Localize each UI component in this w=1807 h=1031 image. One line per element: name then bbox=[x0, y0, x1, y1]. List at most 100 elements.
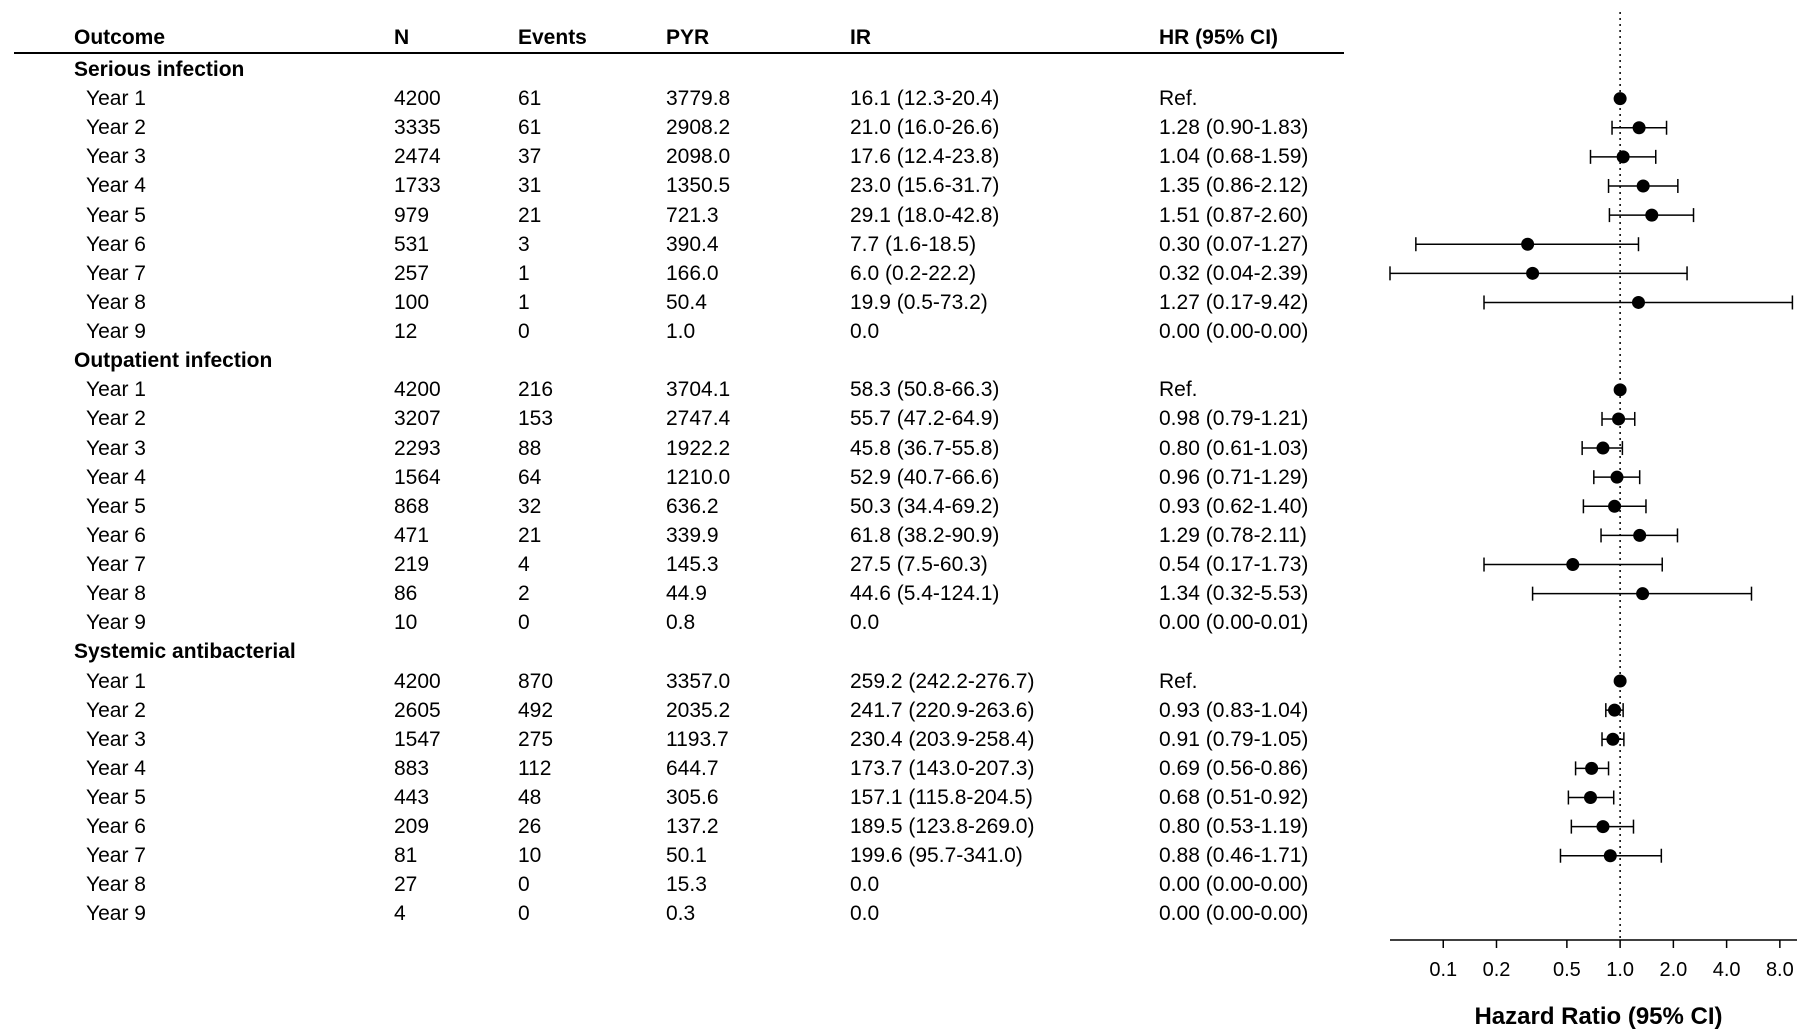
cell-pyr: 145.3 bbox=[666, 553, 719, 577]
cell-hr: 0.93 (0.83-1.04) bbox=[1159, 698, 1309, 722]
cell-pyr: 0.8 bbox=[666, 611, 696, 635]
cell-ir: 23.0 (15.6-31.7) bbox=[850, 174, 1000, 198]
section-header-row: Serious infection bbox=[0, 55, 1345, 84]
cell-events: 88 bbox=[518, 436, 542, 460]
cell-events: 0 bbox=[518, 902, 530, 926]
table-row: Year 7 257 1 166.0 6.0 (0.2-22.2) 0.32 (0.04-… bbox=[0, 259, 1345, 288]
cell-pyr: 1922.2 bbox=[666, 436, 731, 460]
table-row: Year 5 868 32 636.2 50.3 (34.4-69.2) 0.93 (0.… bbox=[0, 492, 1345, 521]
cell-n: 219 bbox=[394, 553, 430, 577]
column-header-outcome: Outcome bbox=[74, 26, 166, 49]
cell-pyr: 2747.4 bbox=[666, 407, 731, 431]
cell-ir: 173.7 (143.0-207.3) bbox=[850, 756, 1035, 780]
cell-events: 3 bbox=[518, 232, 530, 256]
cell-events: 26 bbox=[518, 815, 542, 839]
table-row: Year 8 27 0 15.3 0.0 0.00 (0.00-0.00) bbox=[0, 870, 1345, 899]
cell-events: 37 bbox=[518, 145, 542, 169]
row-label: Year 3 bbox=[86, 145, 146, 169]
hr-point bbox=[1636, 179, 1650, 193]
section-header-row: Systemic antibacterial bbox=[0, 637, 1345, 666]
table-row: Year 1 4200 216 3704.1 58.3 (50.8-66.3) Ref. bbox=[0, 375, 1345, 404]
row-label: Year 6 bbox=[86, 815, 146, 839]
cell-ir: 6.0 (0.2-22.2) bbox=[850, 261, 977, 285]
table-row: Year 3 1547 275 1193.7 230.4 (203.9-258.4) 0.… bbox=[0, 725, 1345, 754]
hr-point bbox=[1610, 470, 1624, 484]
cell-hr: 0.00 (0.00-0.00) bbox=[1159, 873, 1309, 897]
row-label: Year 5 bbox=[86, 203, 146, 227]
cell-pyr: 44.9 bbox=[666, 582, 707, 606]
row-label: Year 9 bbox=[86, 611, 146, 635]
cell-n: 86 bbox=[394, 582, 418, 606]
row-label: Year 9 bbox=[86, 320, 146, 344]
table-row: Year 6 531 3 390.4 7.7 (1.6-18.5) 0.30 (0.07-… bbox=[0, 230, 1345, 259]
cell-hr: 0.80 (0.61-1.03) bbox=[1159, 436, 1309, 460]
table-row: Year 1 4200 870 3357.0 259.2 (242.2-276.7) Re… bbox=[0, 667, 1345, 696]
cell-hr: 0.88 (0.46-1.71) bbox=[1159, 844, 1309, 868]
cell-ir: 259.2 (242.2-276.7) bbox=[850, 669, 1035, 693]
cell-ir: 27.5 (7.5-60.3) bbox=[850, 553, 988, 577]
cell-hr: 1.28 (0.90-1.83) bbox=[1159, 116, 1309, 140]
table-row: Year 4 1564 64 1210.0 52.9 (40.7-66.6) 0.96 (… bbox=[0, 463, 1345, 492]
row-label: Year 5 bbox=[86, 786, 146, 809]
hr-point bbox=[1608, 703, 1622, 717]
cell-events: 0 bbox=[518, 873, 530, 897]
cell-pyr: 636.2 bbox=[666, 494, 719, 518]
hr-point bbox=[1613, 383, 1627, 397]
cell-events: 1 bbox=[518, 261, 530, 285]
cell-events: 48 bbox=[518, 786, 542, 809]
row-label: Year 7 bbox=[86, 261, 146, 285]
hr-point bbox=[1521, 237, 1535, 251]
table-row: Year 6 209 26 137.2 189.5 (123.8-269.0) 0.80 … bbox=[0, 812, 1345, 841]
cell-pyr: 3779.8 bbox=[666, 87, 731, 111]
hr-point bbox=[1612, 412, 1626, 426]
cell-pyr: 305.6 bbox=[666, 786, 719, 809]
hr-point bbox=[1603, 849, 1617, 863]
row-label: Year 4 bbox=[86, 174, 146, 198]
cell-ir: 0.0 bbox=[850, 873, 880, 897]
cell-events: 32 bbox=[518, 494, 542, 518]
cell-hr: 1.04 (0.68-1.59) bbox=[1159, 145, 1309, 169]
hr-point bbox=[1596, 820, 1610, 834]
cell-ir: 0.0 bbox=[850, 611, 880, 635]
cell-pyr: 50.1 bbox=[666, 844, 707, 868]
hr-point bbox=[1645, 208, 1659, 222]
table-row: Year 3 2474 37 2098.0 17.6 (12.4-23.8) 1.04 (… bbox=[0, 142, 1345, 171]
cell-ir: 29.1 (18.0-42.8) bbox=[850, 203, 1000, 227]
cell-ir: 45.8 (36.7-55.8) bbox=[850, 436, 1000, 460]
hr-point bbox=[1636, 587, 1650, 601]
cell-events: 4 bbox=[518, 553, 530, 577]
section-title: Outpatient infection bbox=[74, 349, 273, 373]
cell-n: 209 bbox=[394, 815, 430, 839]
cell-pyr: 0.3 bbox=[666, 902, 696, 926]
cell-ir: 44.6 (5.4-124.1) bbox=[850, 582, 1000, 606]
cell-hr: 0.54 (0.17-1.73) bbox=[1159, 553, 1309, 577]
section-title: Systemic antibacterial bbox=[74, 640, 296, 664]
cell-pyr: 339.9 bbox=[666, 523, 719, 547]
cell-events: 21 bbox=[518, 203, 542, 227]
hr-point bbox=[1526, 266, 1540, 280]
cell-ir: 21.0 (16.0-26.6) bbox=[850, 116, 1000, 140]
cell-pyr: 390.4 bbox=[666, 232, 719, 256]
cell-events: 870 bbox=[518, 669, 554, 693]
cell-n: 1733 bbox=[394, 174, 441, 198]
cell-events: 31 bbox=[518, 174, 542, 198]
cell-ir: 58.3 (50.8-66.3) bbox=[850, 378, 1000, 402]
cell-ir: 61.8 (38.2-90.9) bbox=[850, 523, 1000, 547]
cell-events: 153 bbox=[518, 407, 554, 431]
table-row: Year 1 4200 61 3779.8 16.1 (12.3-20.4) Ref. bbox=[0, 84, 1345, 113]
row-label: Year 8 bbox=[86, 582, 146, 606]
row-label: Year 3 bbox=[86, 727, 146, 751]
cell-pyr: 50.4 bbox=[666, 290, 707, 314]
hr-point bbox=[1613, 674, 1627, 688]
row-label: Year 2 bbox=[86, 116, 146, 140]
table-row: Year 7 81 10 50.1 199.6 (95.7-341.0) 0.88 (0.… bbox=[0, 841, 1345, 870]
cell-events: 10 bbox=[518, 844, 542, 868]
cell-events: 64 bbox=[518, 465, 542, 489]
cell-n: 257 bbox=[394, 261, 430, 285]
table-row: Year 8 86 2 44.9 44.6 (5.4-124.1) 1.34 (0.32-… bbox=[0, 579, 1345, 608]
table-row: Year 3 2293 88 1922.2 45.8 (36.7-55.8) 0.80 (… bbox=[0, 434, 1345, 463]
table-row: Year 2 3335 61 2908.2 21.0 (16.0-26.6) 1.28 (… bbox=[0, 113, 1345, 142]
column-header-ir: IR bbox=[850, 26, 871, 49]
cell-ir: 55.7 (47.2-64.9) bbox=[850, 407, 1000, 431]
